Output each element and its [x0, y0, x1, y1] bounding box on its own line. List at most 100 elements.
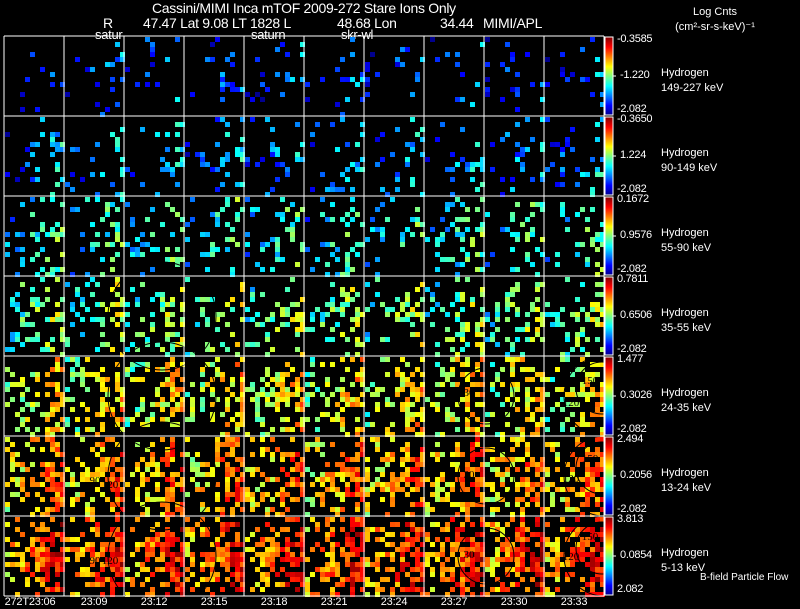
- heatmap-cell: [150, 62, 155, 67]
- heatmap-cell: [325, 242, 330, 247]
- heatmap-cell: [595, 407, 600, 412]
- heatmap-cell: [15, 412, 20, 417]
- heatmap-cell: [595, 137, 600, 142]
- heatmap-cell: [535, 482, 540, 487]
- heatmap-cell: [65, 467, 70, 472]
- heatmap-cell: [320, 567, 325, 572]
- heatmap-cell: [35, 177, 40, 182]
- heatmap-cell: [300, 297, 305, 302]
- heatmap-cell: [90, 542, 95, 547]
- heatmap-cell: [165, 132, 170, 137]
- heatmap-cell: [565, 142, 570, 147]
- row-energy-label: 5-13 keV: [661, 562, 706, 574]
- heatmap-cell: [110, 182, 115, 187]
- heatmap-cell: [145, 37, 150, 42]
- heatmap-cell: [215, 457, 220, 462]
- heatmap-cell: [580, 172, 585, 177]
- heatmap-cell: [440, 562, 445, 567]
- heatmap-cell: [350, 357, 355, 362]
- heatmap-cell: [565, 337, 570, 342]
- heatmap-cell: [235, 482, 240, 487]
- heatmap-cell: [65, 357, 70, 362]
- heatmap-cell: [545, 487, 550, 492]
- heatmap-cell: [100, 542, 105, 547]
- heatmap-cell: [560, 167, 565, 172]
- heatmap-cell: [200, 472, 205, 477]
- heatmap-cell: [425, 312, 430, 317]
- heatmap-cell: [480, 477, 485, 482]
- heatmap-cell: [385, 452, 390, 457]
- heatmap-cell: [180, 302, 185, 307]
- heatmap-cell: [405, 477, 410, 482]
- heatmap-cell: [255, 262, 260, 267]
- heatmap-cell: [215, 117, 220, 122]
- heatmap-cell: [570, 392, 575, 397]
- heatmap-cell: [475, 547, 480, 552]
- heatmap-cell: [495, 307, 500, 312]
- heatmap-cell: [215, 537, 220, 542]
- heatmap-cell: [470, 427, 475, 432]
- heatmap-cell: [40, 227, 45, 232]
- heatmap-cell: [155, 462, 160, 467]
- heatmap-cell: [200, 312, 205, 317]
- heatmap-cell: [30, 322, 35, 327]
- heatmap-cell: [270, 537, 275, 542]
- heatmap-cell: [125, 567, 130, 572]
- heatmap-cell: [415, 457, 420, 462]
- heatmap-cell: [280, 162, 285, 167]
- heatmap-cell: [175, 577, 180, 582]
- heatmap-cell: [565, 402, 570, 407]
- heatmap-cell: [120, 552, 125, 557]
- heatmap-cell: [510, 387, 515, 392]
- heatmap-cell: [350, 287, 355, 292]
- heatmap-cell: [540, 417, 545, 422]
- heatmap-cell: [145, 462, 150, 467]
- heatmap-cell: [515, 357, 520, 362]
- heatmap-cell: [545, 117, 550, 122]
- heatmap-cell: [180, 407, 185, 412]
- heatmap-cell: [250, 492, 255, 497]
- heatmap-cell: [450, 382, 455, 387]
- heatmap-cell: [170, 537, 175, 542]
- heatmap-cell: [360, 382, 365, 387]
- heatmap-cell: [225, 82, 230, 87]
- heatmap-cell: [295, 347, 300, 352]
- heatmap-cell: [270, 312, 275, 317]
- heatmap-cell: [180, 162, 185, 167]
- row-species-label: Hydrogen: [661, 147, 709, 159]
- heatmap-cell: [520, 147, 525, 152]
- heatmap-cell: [510, 512, 515, 517]
- heatmap-cell: [270, 237, 275, 242]
- heatmap-cell: [390, 587, 395, 592]
- heatmap-cell: [495, 327, 500, 332]
- heatmap-cell: [115, 292, 120, 297]
- heatmap-cell: [370, 382, 375, 387]
- heatmap-cell: [205, 462, 210, 467]
- heatmap-cell: [435, 282, 440, 287]
- heatmap-cell: [460, 232, 465, 237]
- heatmap-cell: [320, 577, 325, 582]
- heatmap-cell: [170, 297, 175, 302]
- heatmap-cell: [280, 582, 285, 587]
- heatmap-cell: [80, 297, 85, 302]
- heatmap-cell: [470, 162, 475, 167]
- heatmap-cell: [40, 562, 45, 567]
- heatmap-cell: [520, 152, 525, 157]
- heatmap-cell: [505, 397, 510, 402]
- heatmap-cell: [330, 302, 335, 307]
- heatmap-cell: [450, 357, 455, 362]
- heatmap-cell: [260, 247, 265, 252]
- heatmap-cell: [405, 407, 410, 412]
- heatmap-cell: [25, 562, 30, 567]
- heatmap-cell: [595, 307, 600, 312]
- heatmap-cell: [355, 252, 360, 257]
- heatmap-cell: [215, 557, 220, 562]
- heatmap-cell: [115, 572, 120, 577]
- heatmap-cell: [105, 62, 110, 67]
- heatmap-cell: [345, 577, 350, 582]
- heatmap-cell: [545, 592, 550, 597]
- heatmap-cell: [310, 187, 315, 192]
- heatmap-cell: [410, 412, 415, 417]
- heatmap-cell: [565, 562, 570, 567]
- heatmap-cell: [490, 322, 495, 327]
